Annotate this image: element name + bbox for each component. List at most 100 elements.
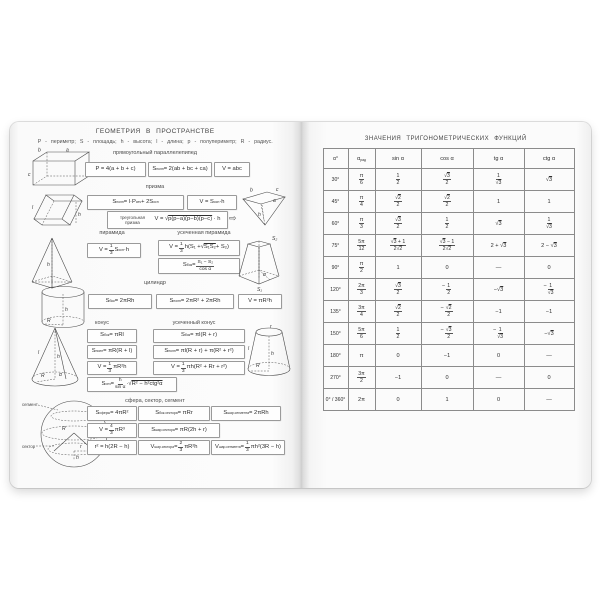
pyramid-drawing: h	[31, 237, 73, 289]
symbols-legend: P - периметр; S - площадь; h - высота; l…	[37, 139, 273, 145]
trig-cell: 1 √3	[523, 212, 575, 235]
label-h: h	[47, 262, 50, 268]
label-big-r: R	[62, 426, 66, 432]
trig-cell: 150°	[322, 322, 349, 345]
trig-cell: 135°	[322, 300, 349, 323]
trig-cell: √2 2	[420, 190, 474, 213]
trig-cell: −1	[472, 300, 525, 323]
truncated-cone-drawing: r l h R	[247, 324, 291, 376]
trig-cell: 3π 4	[347, 300, 376, 323]
label-h: h	[76, 455, 79, 461]
label-h: h	[57, 354, 60, 360]
trig-cell: π	[347, 344, 376, 367]
trig-header-cell: tg α	[472, 148, 525, 169]
cylinder-drawing: h R	[41, 286, 85, 328]
right-page: ЗНАЧЕНИЯ ТРИГОНОМЕТРИЧЕСКИХ ФУНКЦИЙ α° αр…	[300, 122, 591, 488]
trig-row: 30° π 6 1 2 √3 2 1 √3 √3	[322, 168, 575, 191]
trig-cell: 45°	[322, 190, 349, 213]
trig-cell: 0	[472, 344, 525, 367]
label-a: a	[66, 148, 69, 154]
notebook-spread: ГЕОМЕТРИЯ В ПРОСТРАНСТВЕ P - периметр; S…	[10, 122, 591, 488]
trig-cell: 3π 2	[347, 366, 376, 389]
trig-cell: −1 2	[420, 278, 474, 301]
trig-cell: 0° / 360°	[322, 388, 349, 411]
trig-header-cell: sin α	[374, 148, 422, 169]
trig-table-body: 30° π 6 1 2 √3 2 1 √3 √3 45° π 4 √2 2 √2 2 1 1 60° π 3 √3 2 1 2 √3…	[322, 168, 575, 411]
label-r: r	[80, 444, 82, 450]
trig-cell: √3 + 1 2√2	[374, 234, 422, 257]
section-title-cone: конус	[94, 320, 109, 326]
section-title-cylinder: цилиндр	[144, 280, 166, 286]
trig-row: 135° 3π 4 √2 2− √2 2 −1 −1	[322, 300, 575, 323]
trig-cell: 270°	[322, 366, 349, 389]
trig-row: 75° 5π 12 √3 + 1 2√2 √3 − 1 2√2 2 + √3 2 − √3	[322, 234, 575, 257]
trig-cell: √3 2	[374, 278, 422, 301]
trig-table: α° αрад sin α cos α tg α ctg α 30° π 6 1 2 √3 2 1 √3 √…	[322, 148, 575, 411]
trig-header-cell: αрад	[347, 148, 376, 169]
formula-box: r² = h(2R − h)	[87, 440, 137, 455]
label-l: l	[248, 346, 250, 352]
trig-cell: √2 2	[374, 190, 422, 213]
triangular-prism-formula-box: треугольная призма V = √p(p−a)(p−b)(p−c)…	[107, 211, 228, 229]
label-s1: S₁	[257, 287, 262, 293]
section-title-sphere: сфера, сектор, сегмент	[125, 398, 185, 404]
label-r: r	[270, 324, 272, 330]
trig-row: 180° π 0 −1 0—	[322, 344, 575, 367]
trig-cell: 1	[420, 388, 474, 411]
trig-header-cell: ctg α	[523, 148, 575, 169]
trig-cell: −√3	[523, 322, 575, 345]
trig-table-head-row: α° αрад sin α cos α tg α ctg α	[322, 148, 575, 169]
label-l: l	[32, 205, 34, 211]
parallelepiped-drawing: a b c	[28, 148, 91, 186]
trig-cell: —	[472, 366, 525, 389]
formula-box: V = abc	[214, 162, 250, 177]
trig-row: 90° π 2 1 0—0	[322, 256, 575, 279]
trig-cell: 0	[374, 388, 422, 411]
label-s2: S₂	[272, 236, 277, 242]
cone-drawing: l h R α	[31, 327, 79, 387]
left-page-title: ГЕОМЕТРИЯ В ПРОСТРАНСТВЕ	[95, 128, 215, 135]
trig-cell: —	[523, 388, 575, 411]
trig-row: 120° 2π 3 √3 2−1 2 −√3−1 √3	[322, 278, 575, 301]
label-h: h	[271, 351, 274, 357]
section-title-truncated-pyramid: усеченная пирамида	[177, 230, 231, 236]
trig-header-cell: cos α	[420, 148, 474, 169]
trig-cell: 0	[472, 388, 525, 411]
trig-cell: 5π 6	[347, 322, 376, 345]
trig-row: 60° π 3 √3 2 1 2 √3 1 √3	[322, 212, 575, 235]
triangular-prism-label: треугольная призма	[119, 215, 145, 225]
trig-cell: 90°	[322, 256, 349, 279]
label-b: b	[38, 148, 41, 154]
formula-box: P = 4(a + b + c)	[85, 162, 146, 177]
label-c: c	[28, 172, 31, 178]
trig-cell: −1	[523, 300, 575, 323]
arrow-right-icon: ⇨	[229, 213, 237, 223]
trig-cell: √3 2	[374, 212, 422, 235]
right-page-title: ЗНАЧЕНИЯ ТРИГОНОМЕТРИЧЕСКИХ ФУНКЦИЙ	[364, 136, 527, 142]
trig-cell: −1	[374, 366, 422, 389]
trig-cell: —	[523, 344, 575, 367]
trig-cell: − √2 2	[420, 300, 474, 323]
trig-cell: √3	[523, 168, 575, 191]
trig-cell: 2π 3	[347, 278, 376, 301]
label-a: a	[273, 198, 276, 204]
